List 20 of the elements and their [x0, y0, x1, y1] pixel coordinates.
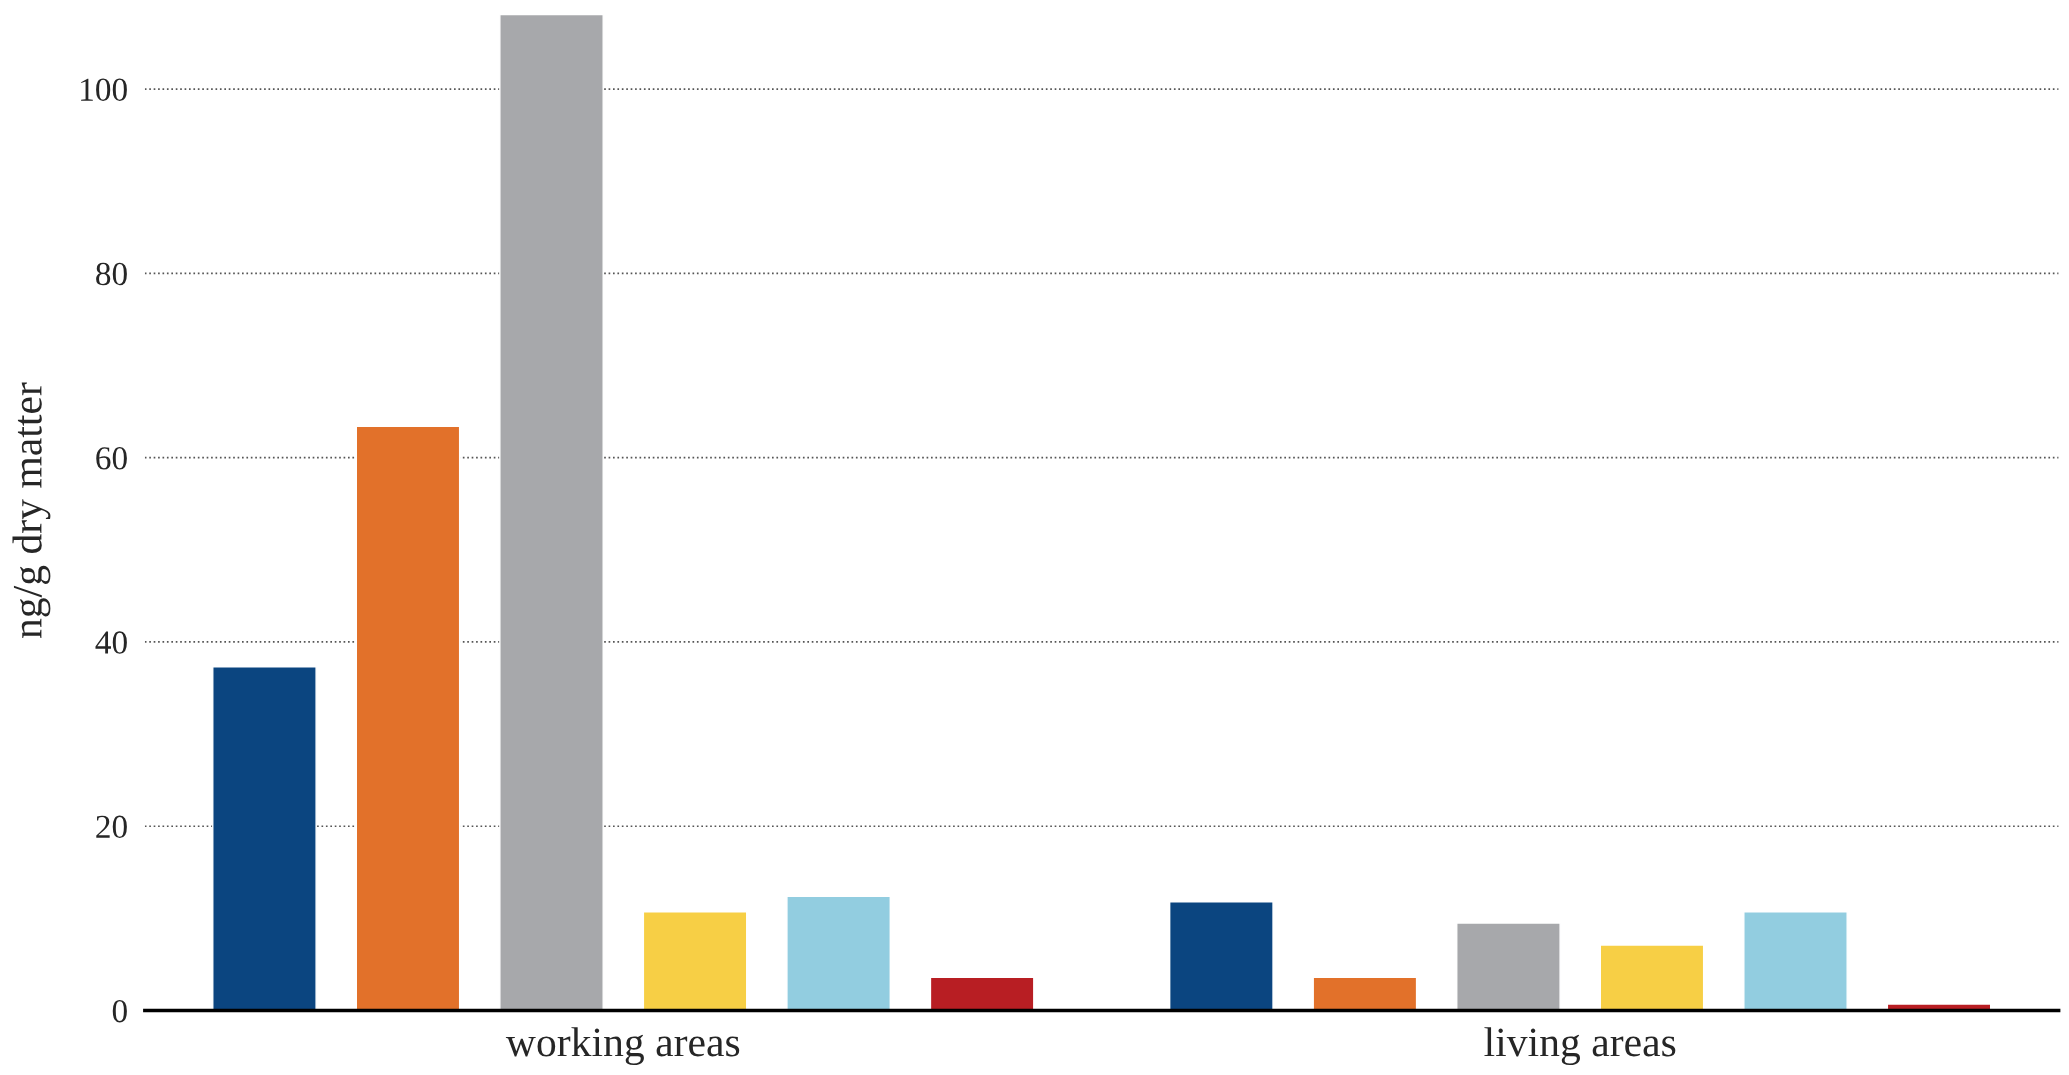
bar [499, 13, 604, 1011]
bar [1312, 976, 1418, 1011]
bar [1456, 922, 1561, 1011]
bar [1743, 911, 1848, 1011]
y-axis-title: ng/g dry matter [12, 382, 51, 639]
y-tick-label: 60 [96, 447, 127, 470]
bar [1168, 901, 1274, 1011]
bar [642, 911, 748, 1011]
y-tick-label: 40 [95, 631, 127, 654]
bar [786, 895, 891, 1011]
x-tick-label: working areas [505, 1027, 740, 1066]
y-tick-label: 20 [96, 815, 127, 839]
x-tick-label: living areas [1484, 1027, 1676, 1066]
bar [212, 666, 317, 1011]
bar [929, 976, 1035, 1011]
y-tick-label: 80 [96, 262, 127, 286]
y-tick-label: 0 [112, 999, 127, 1023]
y-tick-label: 100 [81, 78, 127, 101]
bar [355, 425, 461, 1011]
bar [1599, 944, 1705, 1011]
